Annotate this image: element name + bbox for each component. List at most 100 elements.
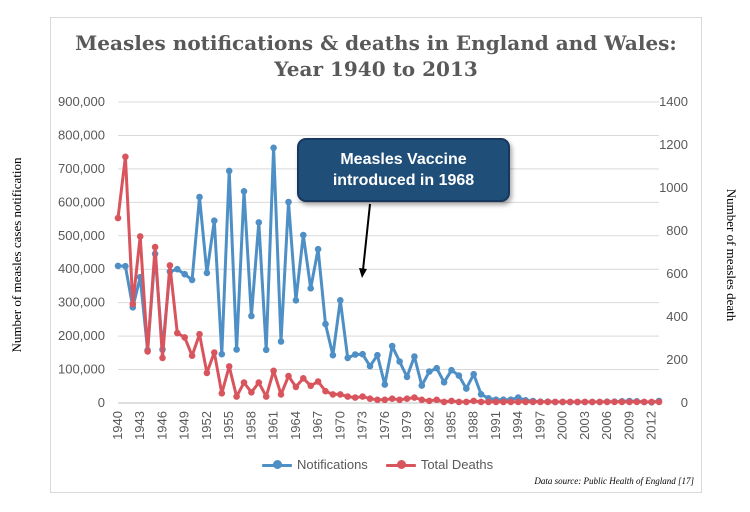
x-tick-label: 1970 — [332, 411, 347, 440]
notifications-point — [300, 232, 307, 239]
notifications-point — [456, 372, 463, 379]
deaths-point — [500, 399, 507, 406]
notifications-point — [419, 382, 426, 389]
deaths-point — [478, 399, 485, 406]
deaths-point — [604, 399, 611, 406]
x-tick-label: 2012 — [644, 411, 659, 440]
notifications-point — [263, 347, 270, 354]
deaths-point — [389, 395, 396, 402]
notifications-point — [337, 297, 344, 304]
notifications-point — [189, 277, 196, 284]
legend-marker-notifications — [273, 460, 282, 469]
x-tick-label: 1976 — [377, 411, 392, 440]
deaths-point — [330, 391, 337, 398]
deaths-point — [574, 399, 581, 406]
notifications-point — [478, 391, 485, 398]
deaths-point — [656, 399, 663, 406]
notifications-point — [122, 263, 129, 270]
notifications-point — [115, 263, 122, 270]
x-tick-label: 1967 — [310, 411, 325, 440]
notifications-point — [233, 346, 240, 353]
notifications-point — [389, 343, 396, 350]
deaths-point — [152, 244, 159, 251]
x-tick-label: 1958 — [243, 411, 258, 440]
x-tick-label: 1964 — [288, 411, 303, 440]
y-tick-left: 700,000 — [58, 161, 105, 176]
deaths-point — [367, 395, 374, 402]
notifications-point — [196, 194, 203, 201]
legend-item-deaths: Total Deaths — [386, 457, 493, 472]
notifications-point — [352, 351, 359, 358]
x-tick-label: 1961 — [266, 411, 281, 440]
deaths-point — [204, 370, 211, 377]
x-tick-label: 2003 — [577, 411, 592, 440]
notifications-point — [374, 352, 381, 359]
notifications-point — [404, 374, 411, 381]
deaths-point — [567, 399, 574, 406]
chart-plot: 0100,000200,000300,000400,000500,000600,… — [0, 0, 750, 512]
notifications-point — [367, 363, 374, 370]
legend-marker-deaths — [397, 460, 406, 469]
x-tick-label: 2009 — [621, 411, 636, 440]
deaths-point — [285, 373, 292, 380]
deaths-point — [634, 399, 641, 406]
notifications-point — [241, 188, 248, 195]
chart-legend: Notifications Total Deaths — [262, 457, 511, 472]
deaths-point — [300, 375, 307, 382]
deaths-point — [611, 399, 618, 406]
deaths-point — [641, 399, 648, 406]
deaths-point — [433, 397, 440, 404]
deaths-point — [174, 330, 181, 337]
deaths-point — [344, 393, 351, 400]
x-tick-label: 1991 — [488, 411, 503, 440]
deaths-point — [448, 398, 455, 405]
x-tick-label: 1982 — [421, 411, 436, 440]
deaths-point — [559, 399, 566, 406]
y-tick-right: 600 — [666, 266, 688, 281]
deaths-point — [522, 399, 529, 406]
x-tick-label: 1946 — [154, 411, 169, 440]
deaths-point — [537, 399, 544, 406]
deaths-point — [441, 399, 448, 406]
deaths-point — [219, 390, 226, 397]
y-tick-right: 1400 — [659, 94, 688, 109]
x-tick-label: 2006 — [599, 411, 614, 440]
x-tick-label: 1952 — [199, 411, 214, 440]
x-tick-label: 1949 — [177, 411, 192, 440]
deaths-point — [374, 397, 381, 404]
deaths-point — [159, 355, 166, 362]
notifications-point — [270, 145, 277, 152]
deaths-point — [552, 399, 559, 406]
legend-swatch-notifications — [262, 460, 292, 470]
y-tick-right: 400 — [666, 309, 688, 324]
deaths-point — [144, 348, 151, 355]
deaths-point — [530, 399, 537, 406]
deaths-point — [626, 399, 633, 406]
x-tick-label: 1988 — [466, 411, 481, 440]
y-tick-left: 800,000 — [58, 127, 105, 142]
deaths-point — [426, 398, 433, 405]
notifications-point — [248, 313, 255, 320]
deaths-point — [322, 388, 329, 395]
deaths-point — [241, 379, 248, 386]
deaths-point — [137, 233, 144, 240]
y-tick-right: 800 — [666, 223, 688, 238]
deaths-point — [582, 399, 589, 406]
y-tick-right: 1200 — [659, 137, 688, 152]
deaths-point — [115, 215, 122, 222]
notifications-point — [181, 271, 188, 278]
y-tick-left: 200,000 — [58, 328, 105, 343]
y-tick-left: 400,000 — [58, 261, 105, 276]
x-tick-label: 1943 — [132, 411, 147, 440]
notifications-point — [330, 352, 337, 359]
y-tick-left: 600,000 — [58, 194, 105, 209]
notifications-point — [359, 351, 366, 358]
legend-item-notifications: Notifications — [262, 457, 368, 472]
notifications-point — [293, 297, 300, 304]
deaths-point — [352, 394, 359, 401]
deaths-point — [189, 352, 196, 359]
deaths-point — [278, 391, 285, 398]
legend-label-deaths: Total Deaths — [421, 457, 493, 472]
deaths-point — [196, 331, 203, 338]
deaths-point — [307, 383, 314, 390]
